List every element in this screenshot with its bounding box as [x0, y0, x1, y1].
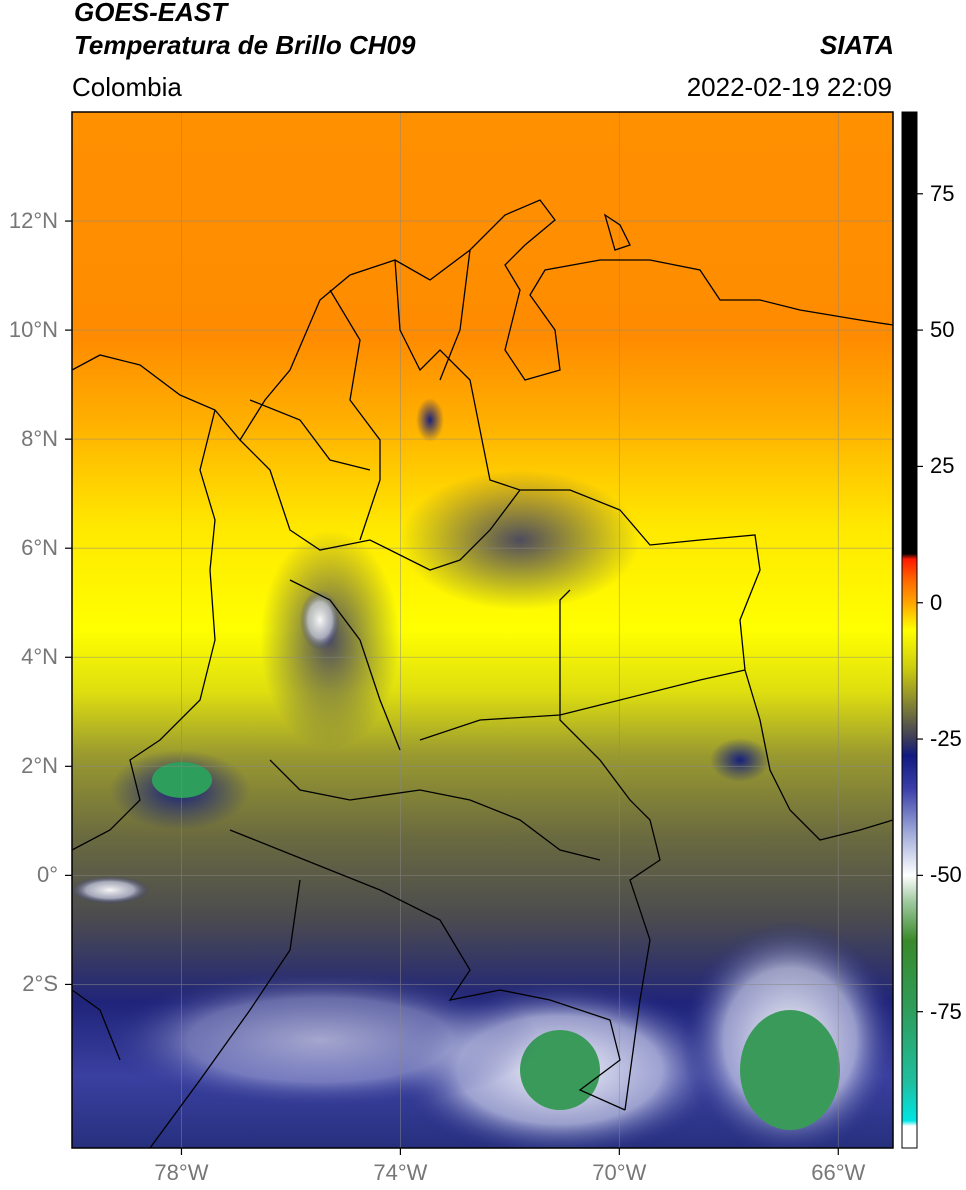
colorbar	[901, 111, 918, 1149]
lat-tick-label: 0°	[36, 862, 58, 888]
map-frame	[71, 111, 894, 1149]
colorbar-tick-label: 25	[930, 453, 955, 479]
datetime-label: 2022-02-19 22:09	[686, 72, 892, 102]
agency-label: SIATA	[819, 30, 894, 60]
map-gridlines	[72, 112, 893, 1148]
lat-tick-label: 2°N	[21, 753, 58, 779]
colorbar-tick-label: -25	[930, 726, 962, 752]
colorbar-tick-label: 0	[930, 589, 943, 615]
lat-tick-label: 12°N	[8, 208, 58, 234]
lat-tick-label: 2°S	[22, 971, 58, 997]
lon-tick-label: 78°W	[154, 1160, 209, 1185]
product-title: Temperatura de Brillo CH09	[74, 30, 416, 60]
map-field	[72, 112, 893, 1148]
lon-tick-label: 74°W	[373, 1160, 428, 1185]
lon-tick-label: 66°W	[811, 1160, 866, 1185]
region-label: Colombia	[72, 72, 182, 102]
coastlines-and-borders	[72, 199, 893, 1148]
lon-tick-label: 70°W	[592, 1160, 647, 1185]
lat-tick-label: 6°N	[21, 535, 58, 561]
lat-tick-label: 4°N	[21, 644, 58, 670]
colorbar-tick-label: -50	[930, 862, 962, 888]
colorbar-tick-label: 50	[930, 317, 955, 343]
colorbar-tick-label: 75	[930, 180, 955, 206]
colorbar-tick-label: -75	[930, 998, 962, 1024]
lat-tick-label: 10°N	[8, 317, 58, 343]
lat-tick-label: 8°N	[21, 426, 58, 452]
satellite-title: GOES-EAST	[74, 0, 228, 27]
